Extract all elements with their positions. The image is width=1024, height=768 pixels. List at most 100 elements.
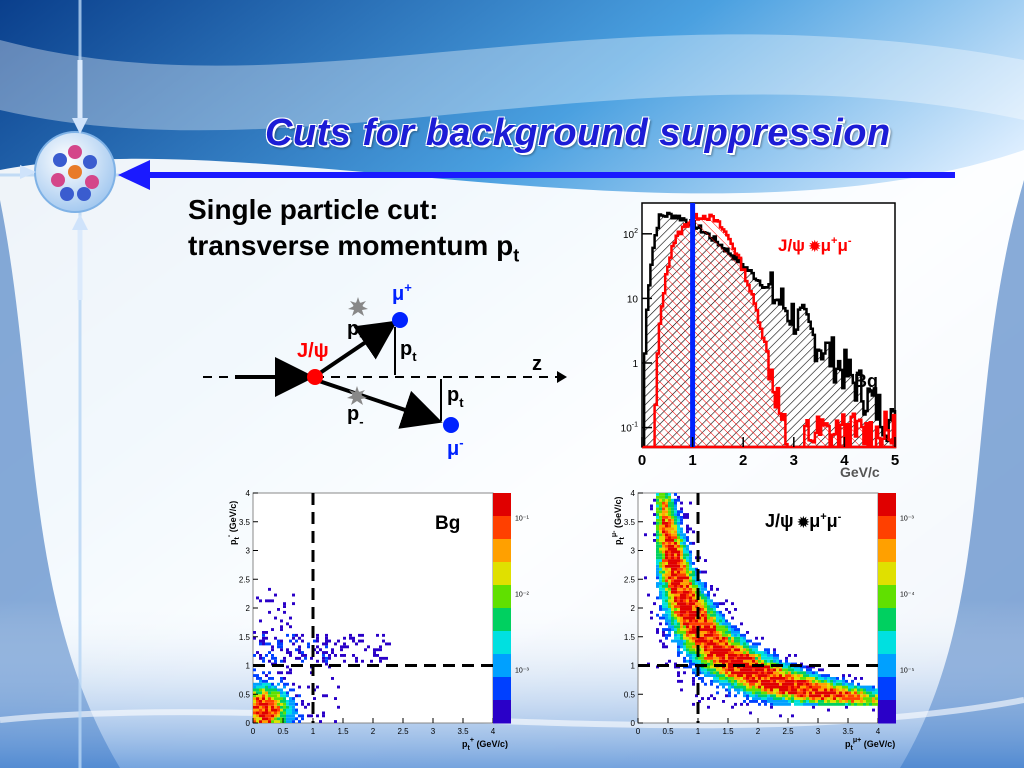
scatter-cell	[764, 691, 767, 695]
scatter-cell	[746, 674, 749, 677]
scatter-cell	[262, 631, 265, 634]
scatter-cell	[325, 633, 328, 637]
scatter-cell	[758, 656, 761, 660]
scatter-cell	[758, 651, 761, 654]
scatter-cell	[680, 619, 683, 623]
scatter-cell	[737, 636, 740, 640]
scatter-cell	[656, 527, 659, 531]
scatter-cell	[749, 700, 752, 703]
scatter-cell	[292, 702, 295, 706]
scatter-cell	[707, 654, 710, 657]
scatter-cell	[301, 651, 304, 654]
scatter-cell	[872, 691, 875, 695]
scatter-cell	[665, 498, 668, 502]
scatter-cell	[674, 593, 677, 597]
scatter-cell	[707, 616, 710, 620]
scatter-cell	[689, 610, 692, 614]
scatter-cell	[827, 691, 830, 695]
scatter-x-tick-label: 0.5	[277, 727, 289, 736]
scatter-cell	[827, 694, 830, 698]
scatter-cell	[842, 702, 845, 706]
scatter-cell	[785, 671, 788, 675]
scatter-cell	[869, 697, 872, 700]
scatter-cell	[692, 616, 695, 620]
scatter-cell	[692, 702, 695, 706]
scatter-cell	[749, 682, 752, 686]
scatter-cell	[701, 616, 704, 620]
scatter-cell	[716, 654, 719, 657]
scatter-cell	[719, 677, 722, 680]
scatter-x-tick-label: 2	[371, 727, 376, 736]
scatter-cell	[794, 688, 797, 692]
scatter-cell	[704, 622, 707, 626]
scatter-cell	[749, 694, 752, 698]
scatter-cell	[677, 544, 680, 548]
scatter-cell	[845, 705, 848, 709]
scatter-cell	[668, 510, 671, 514]
scatter-cell	[677, 590, 680, 594]
scatter-cell	[830, 677, 833, 680]
scatter-cell	[659, 553, 662, 557]
scatter-cell	[677, 576, 680, 580]
scatter-cell	[728, 668, 731, 672]
scatter-cell	[253, 674, 256, 677]
scatter-cell	[361, 659, 364, 663]
scatter-cell	[289, 625, 292, 629]
colorbar-tick-label: 10⁻⁵	[900, 667, 914, 674]
scatter-cell	[800, 674, 803, 677]
scatter-cell	[382, 656, 385, 660]
scatter-cell	[298, 651, 301, 654]
scatter-cell	[355, 656, 358, 660]
scatter-cell	[779, 682, 782, 686]
subtitle-line-2: transverse momentum pt	[188, 230, 520, 266]
scatter-cell	[728, 636, 731, 640]
scatter-cell	[761, 671, 764, 675]
scatter-cell	[689, 651, 692, 654]
scatter-cell	[707, 596, 710, 600]
scatter-cell	[274, 705, 277, 709]
scatter-cell	[701, 697, 704, 700]
scatter-cell	[734, 668, 737, 672]
scatter-cell	[785, 656, 788, 660]
scatter-cell	[851, 682, 854, 686]
scatter-cell	[791, 714, 794, 718]
scatter-cell	[322, 694, 325, 698]
scatter-cell	[773, 700, 776, 703]
scatter-cell	[848, 700, 851, 703]
scatter-cell	[704, 639, 707, 643]
scatter-cell	[764, 682, 767, 686]
scatter-y-tick-label: 4	[631, 489, 636, 498]
scatter-cell	[671, 553, 674, 557]
scatter-cell	[662, 631, 665, 634]
scatter-cell	[656, 570, 659, 574]
scatter-cell	[767, 674, 770, 677]
scatter-cell	[674, 613, 677, 617]
scatter-cell	[722, 636, 725, 640]
scatter-y-tick-label: 3.5	[239, 518, 251, 527]
scatter-cell	[322, 656, 325, 660]
scatter-cell	[698, 659, 701, 663]
scatter-cell	[262, 708, 265, 712]
scatter-cell	[686, 605, 689, 608]
scatter-cell	[818, 688, 821, 692]
scatter-cell	[662, 507, 665, 511]
scatter-cell	[704, 610, 707, 614]
scatter-cell	[749, 656, 752, 660]
scatter-cell	[710, 648, 713, 652]
scatter-cell	[701, 679, 704, 683]
scatter-cell	[719, 648, 722, 652]
scatter-cell	[842, 679, 845, 683]
scatter-cell	[265, 694, 268, 698]
scatter-cell	[839, 691, 842, 695]
scatter-cell	[725, 679, 728, 683]
burst-minus-icon	[347, 386, 367, 405]
scatter-cell	[866, 688, 869, 692]
scatter-cell	[737, 645, 740, 649]
scatter-cell	[854, 691, 857, 695]
scatter-cell	[719, 636, 722, 640]
scatter-cell	[779, 702, 782, 706]
scatter-cell	[785, 702, 788, 706]
scatter-cell	[842, 677, 845, 680]
scatter-cell	[689, 608, 692, 611]
scatter-cell	[340, 645, 343, 649]
